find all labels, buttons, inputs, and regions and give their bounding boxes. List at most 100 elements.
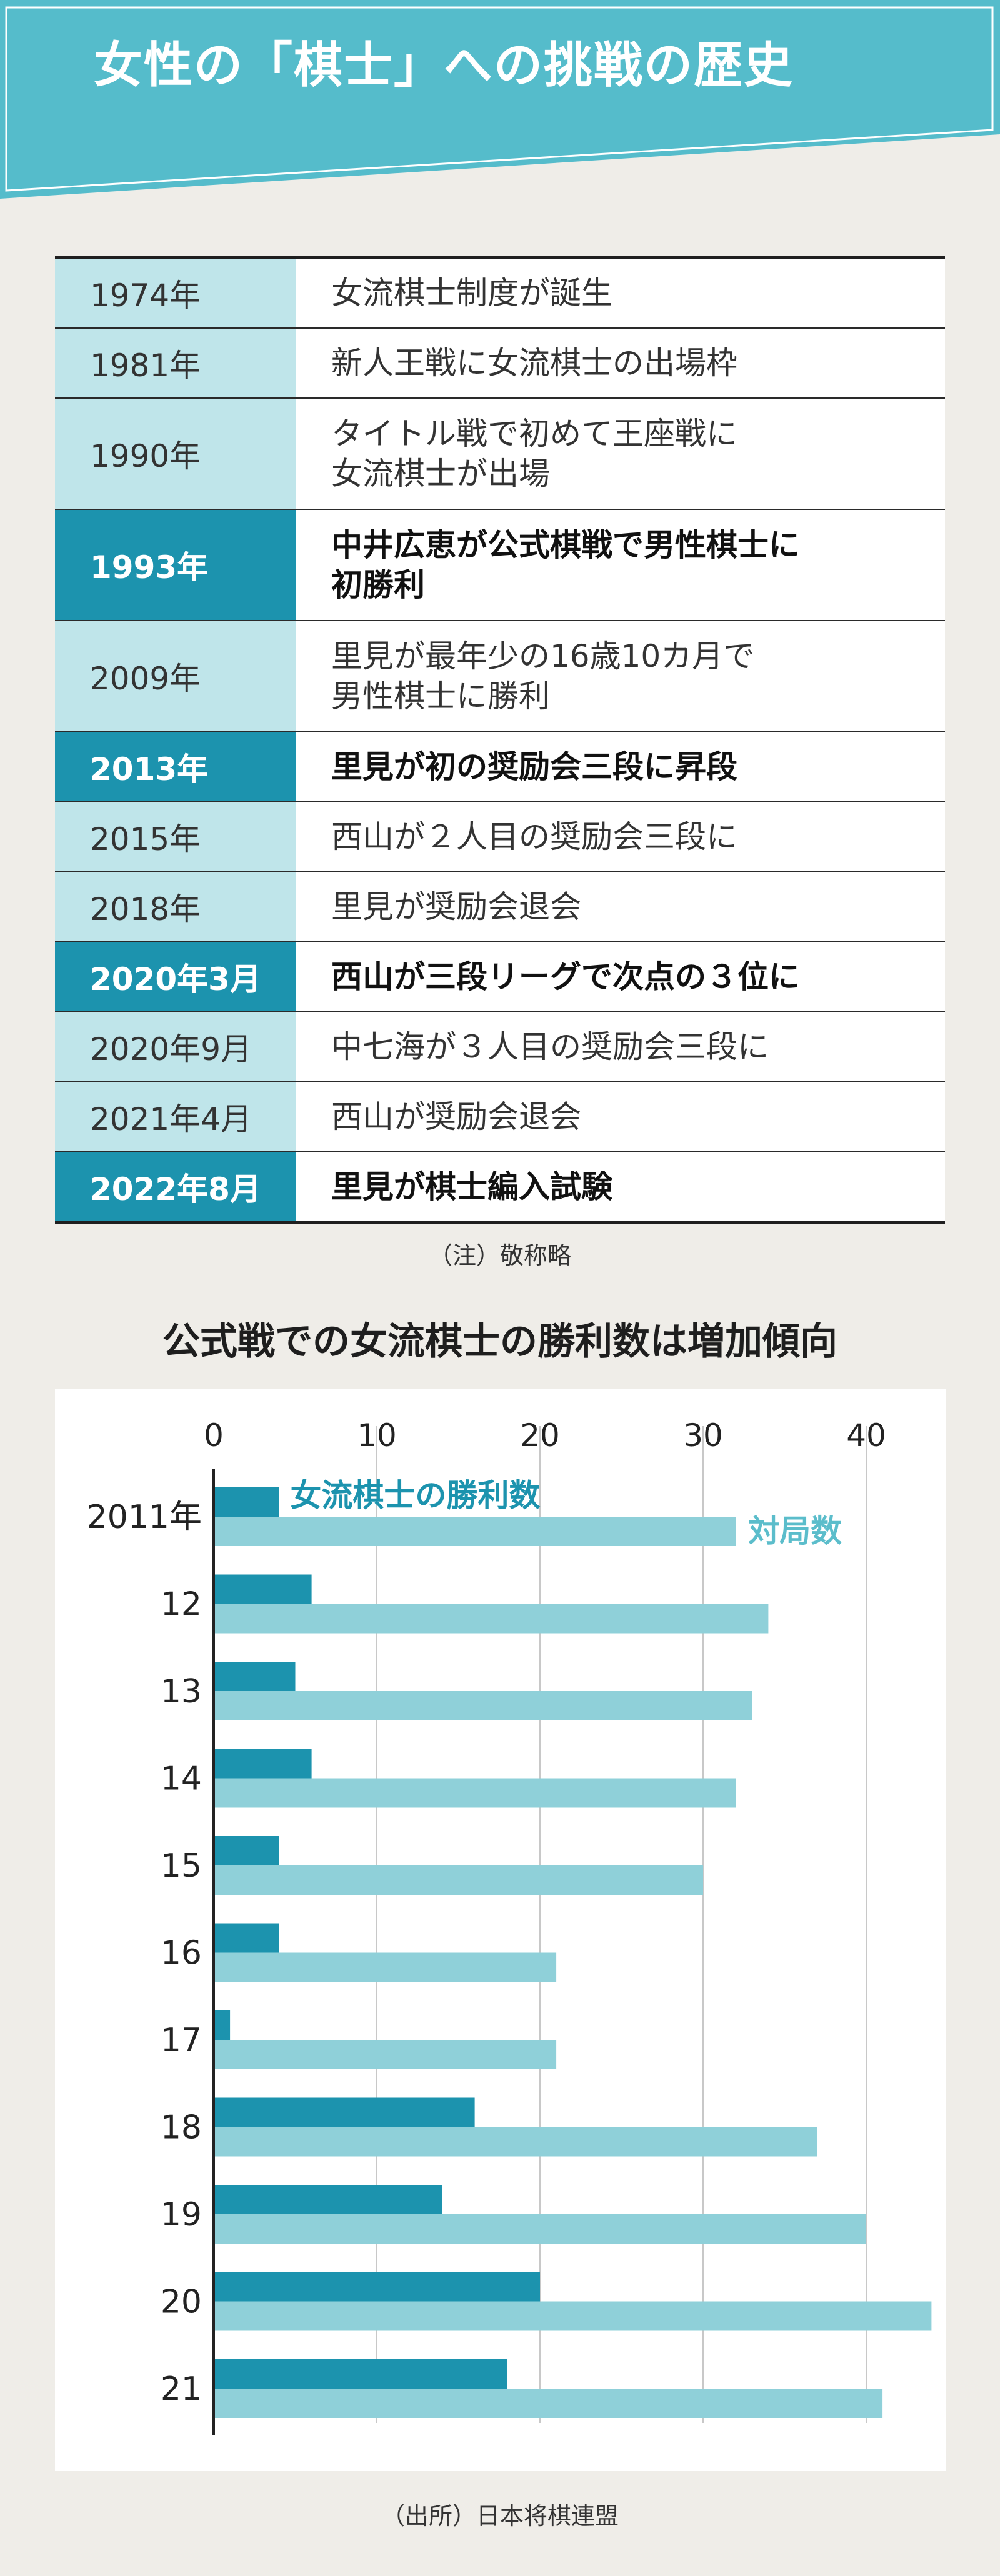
timeline-row: 2020年9月 中七海が３人目の奨励会三段に — [55, 1011, 945, 1081]
banner-shape — [0, 0, 1000, 199]
note-text: （注）敬称略 — [428, 1242, 571, 1269]
timeline-event-line: 西山が２人目の奨励会三段に — [331, 819, 738, 855]
wins-bar — [214, 1923, 279, 1953]
wins-bar — [214, 2010, 231, 2040]
wins-bar — [214, 1574, 312, 1604]
games-bar — [214, 2040, 557, 2069]
timeline-year: 2009年 — [55, 621, 296, 731]
timeline-row: 2022年8月 里見が棋士編入試験 — [55, 1151, 945, 1221]
category-label: 18 — [161, 2109, 202, 2147]
history-timeline-table: 1974年 女流棋士制度が誕生 1981年 新人王戦に女流棋士の出場枠 1990年 タイト… — [55, 256, 945, 1224]
games-bar — [214, 1604, 769, 1634]
timeline-year: 2015年 — [55, 802, 296, 871]
category-label: 20 — [161, 2284, 202, 2321]
wins-bar — [214, 1836, 279, 1865]
timeline-event-line: 中七海が３人目の奨励会三段に — [331, 1029, 769, 1065]
x-tick-label: 10 — [357, 1417, 397, 1454]
timeline-event: 西山が奨励会退会 — [296, 1082, 945, 1151]
category-label: 2011年 — [87, 1499, 202, 1536]
timeline-event: 里見が初の奨励会三段に昇段 — [296, 732, 945, 801]
wins-bar — [214, 2097, 475, 2127]
timeline-event-line: 西山が三段リーグで次点の３位に — [331, 959, 800, 995]
timeline-year: 2018年 — [55, 872, 296, 941]
category-label: 15 — [161, 1847, 202, 1885]
timeline-event: 西山が２人目の奨励会三段に — [296, 802, 945, 871]
wins-bar — [214, 2359, 508, 2389]
timeline-event-line: 里見が棋士編入試験 — [331, 1169, 612, 1205]
timeline-row: 2020年3月 西山が三段リーグで次点の３位に — [55, 941, 945, 1011]
timeline-event-line: 里見が奨励会退会 — [331, 889, 581, 925]
category-label: 17 — [161, 2022, 202, 2059]
timeline-year: 1974年 — [55, 259, 296, 327]
timeline-event: 西山が三段リーグで次点の３位に — [296, 942, 945, 1011]
timeline-event: タイトル戦で初めて王座戦に 女流棋士が出場 — [296, 399, 945, 509]
timeline-year: 2022年8月 — [55, 1152, 296, 1221]
category-label: 21 — [161, 2370, 202, 2408]
timeline-event-line: 里見が初の奨励会三段に昇段 — [331, 749, 738, 785]
wins-bar-chart: 0 10 20 30 40 2011年 12 13 14 15 16 17 18 19 20 21 女流棋士の勝… — [55, 1389, 946, 2471]
wins-bar — [214, 2185, 442, 2214]
timeline-event-line: 女流棋士が出場 — [331, 456, 550, 492]
chart-svg: 0 10 20 30 40 2011年 12 13 14 15 16 17 18 19 20 21 女流棋士の勝… — [87, 1417, 932, 2435]
timeline-event: 中七海が３人目の奨励会三段に — [296, 1012, 945, 1081]
games-bar — [214, 2127, 818, 2157]
timeline-event-line: タイトル戦で初めて王座戦に — [331, 416, 738, 452]
games-bar — [214, 2389, 883, 2418]
games-bar — [214, 1865, 703, 1895]
page-title: 女性の「棋士」への挑戦の歴史 — [94, 37, 794, 94]
timeline-event: 新人王戦に女流棋士の出場枠 — [296, 329, 945, 397]
timeline-row: 2018年 里見が奨励会退会 — [55, 871, 945, 941]
timeline-row: 2021年4月 西山が奨励会退会 — [55, 1081, 945, 1151]
timeline-row: 2009年 里見が最年少の16歳10カ月で 男性棋士に勝利 — [55, 620, 945, 731]
timeline-event-line: 新人王戦に女流棋士の出場枠 — [331, 345, 738, 381]
wins-bar — [214, 2272, 540, 2302]
x-tick-label: 40 — [846, 1417, 886, 1454]
games-bar — [214, 2214, 866, 2244]
timeline-event: 里見が棋士編入試験 — [296, 1152, 945, 1221]
timeline-year: 2020年3月 — [55, 942, 296, 1011]
games-bar — [214, 2301, 932, 2331]
timeline-year: 1990年 — [55, 399, 296, 509]
timeline-row: 1993年 中井広恵が公式棋戦で男性棋士に 初勝利 — [55, 509, 945, 620]
legend-games-label: 対局数 — [748, 1513, 842, 1549]
timeline-year: 1993年 — [55, 510, 296, 620]
timeline-event: 里見が奨励会退会 — [296, 872, 945, 941]
games-bar — [214, 1952, 557, 1982]
games-bar — [214, 1517, 736, 1546]
category-label: 14 — [161, 1760, 202, 1798]
timeline-year: 2020年9月 — [55, 1012, 296, 1081]
timeline-row: 1981年 新人王戦に女流棋士の出場枠 — [55, 327, 945, 397]
timeline-row: 2013年 里見が初の奨励会三段に昇段 — [55, 731, 945, 801]
timeline-event: 里見が最年少の16歳10カ月で 男性棋士に勝利 — [296, 621, 945, 731]
timeline-event-line: 初勝利 — [331, 567, 425, 603]
timeline-row: 1990年 タイトル戦で初めて王座戦に 女流棋士が出場 — [55, 397, 945, 509]
timeline-event: 中井広恵が公式棋戦で男性棋士に 初勝利 — [296, 510, 945, 620]
timeline-event-line: 女流棋士制度が誕生 — [331, 275, 612, 311]
category-label: 19 — [161, 2196, 202, 2234]
wins-bar — [214, 1487, 279, 1517]
chart-title: 公式戦での女流棋士の勝利数は増加傾向 — [162, 1320, 838, 1364]
timeline-event-line: 西山が奨励会退会 — [331, 1099, 581, 1135]
timeline-event: 女流棋士制度が誕生 — [296, 259, 945, 327]
timeline-row: 2015年 西山が２人目の奨励会三段に — [55, 801, 945, 871]
category-label: 12 — [161, 1586, 202, 1624]
x-tick-label: 20 — [520, 1417, 560, 1454]
category-label: 16 — [161, 1935, 202, 1972]
category-label: 13 — [161, 1673, 202, 1710]
wins-bar — [214, 1749, 312, 1779]
timeline-event-line: 男性棋士に勝利 — [331, 678, 550, 714]
source-text: （出所）日本将棋連盟 — [381, 2502, 619, 2530]
games-bar — [214, 1691, 752, 1720]
x-tick-label: 0 — [204, 1417, 224, 1454]
timeline-year: 2013年 — [55, 732, 296, 801]
x-tick-label: 30 — [683, 1417, 723, 1454]
timeline-year: 1981年 — [55, 329, 296, 397]
timeline-event-line: 中井広恵が公式棋戦で男性棋士に — [331, 527, 800, 563]
wins-bar — [214, 1662, 296, 1691]
timeline-row: 1974年 女流棋士制度が誕生 — [55, 259, 945, 327]
timeline-year: 2021年4月 — [55, 1082, 296, 1151]
games-bar — [214, 1778, 736, 1808]
legend-wins-label: 女流棋士の勝利数 — [290, 1477, 540, 1514]
timeline-event-line: 里見が最年少の16歳10カ月で — [331, 638, 755, 674]
header-banner: 女性の「棋士」への挑戦の歴史 — [0, 0, 1000, 206]
